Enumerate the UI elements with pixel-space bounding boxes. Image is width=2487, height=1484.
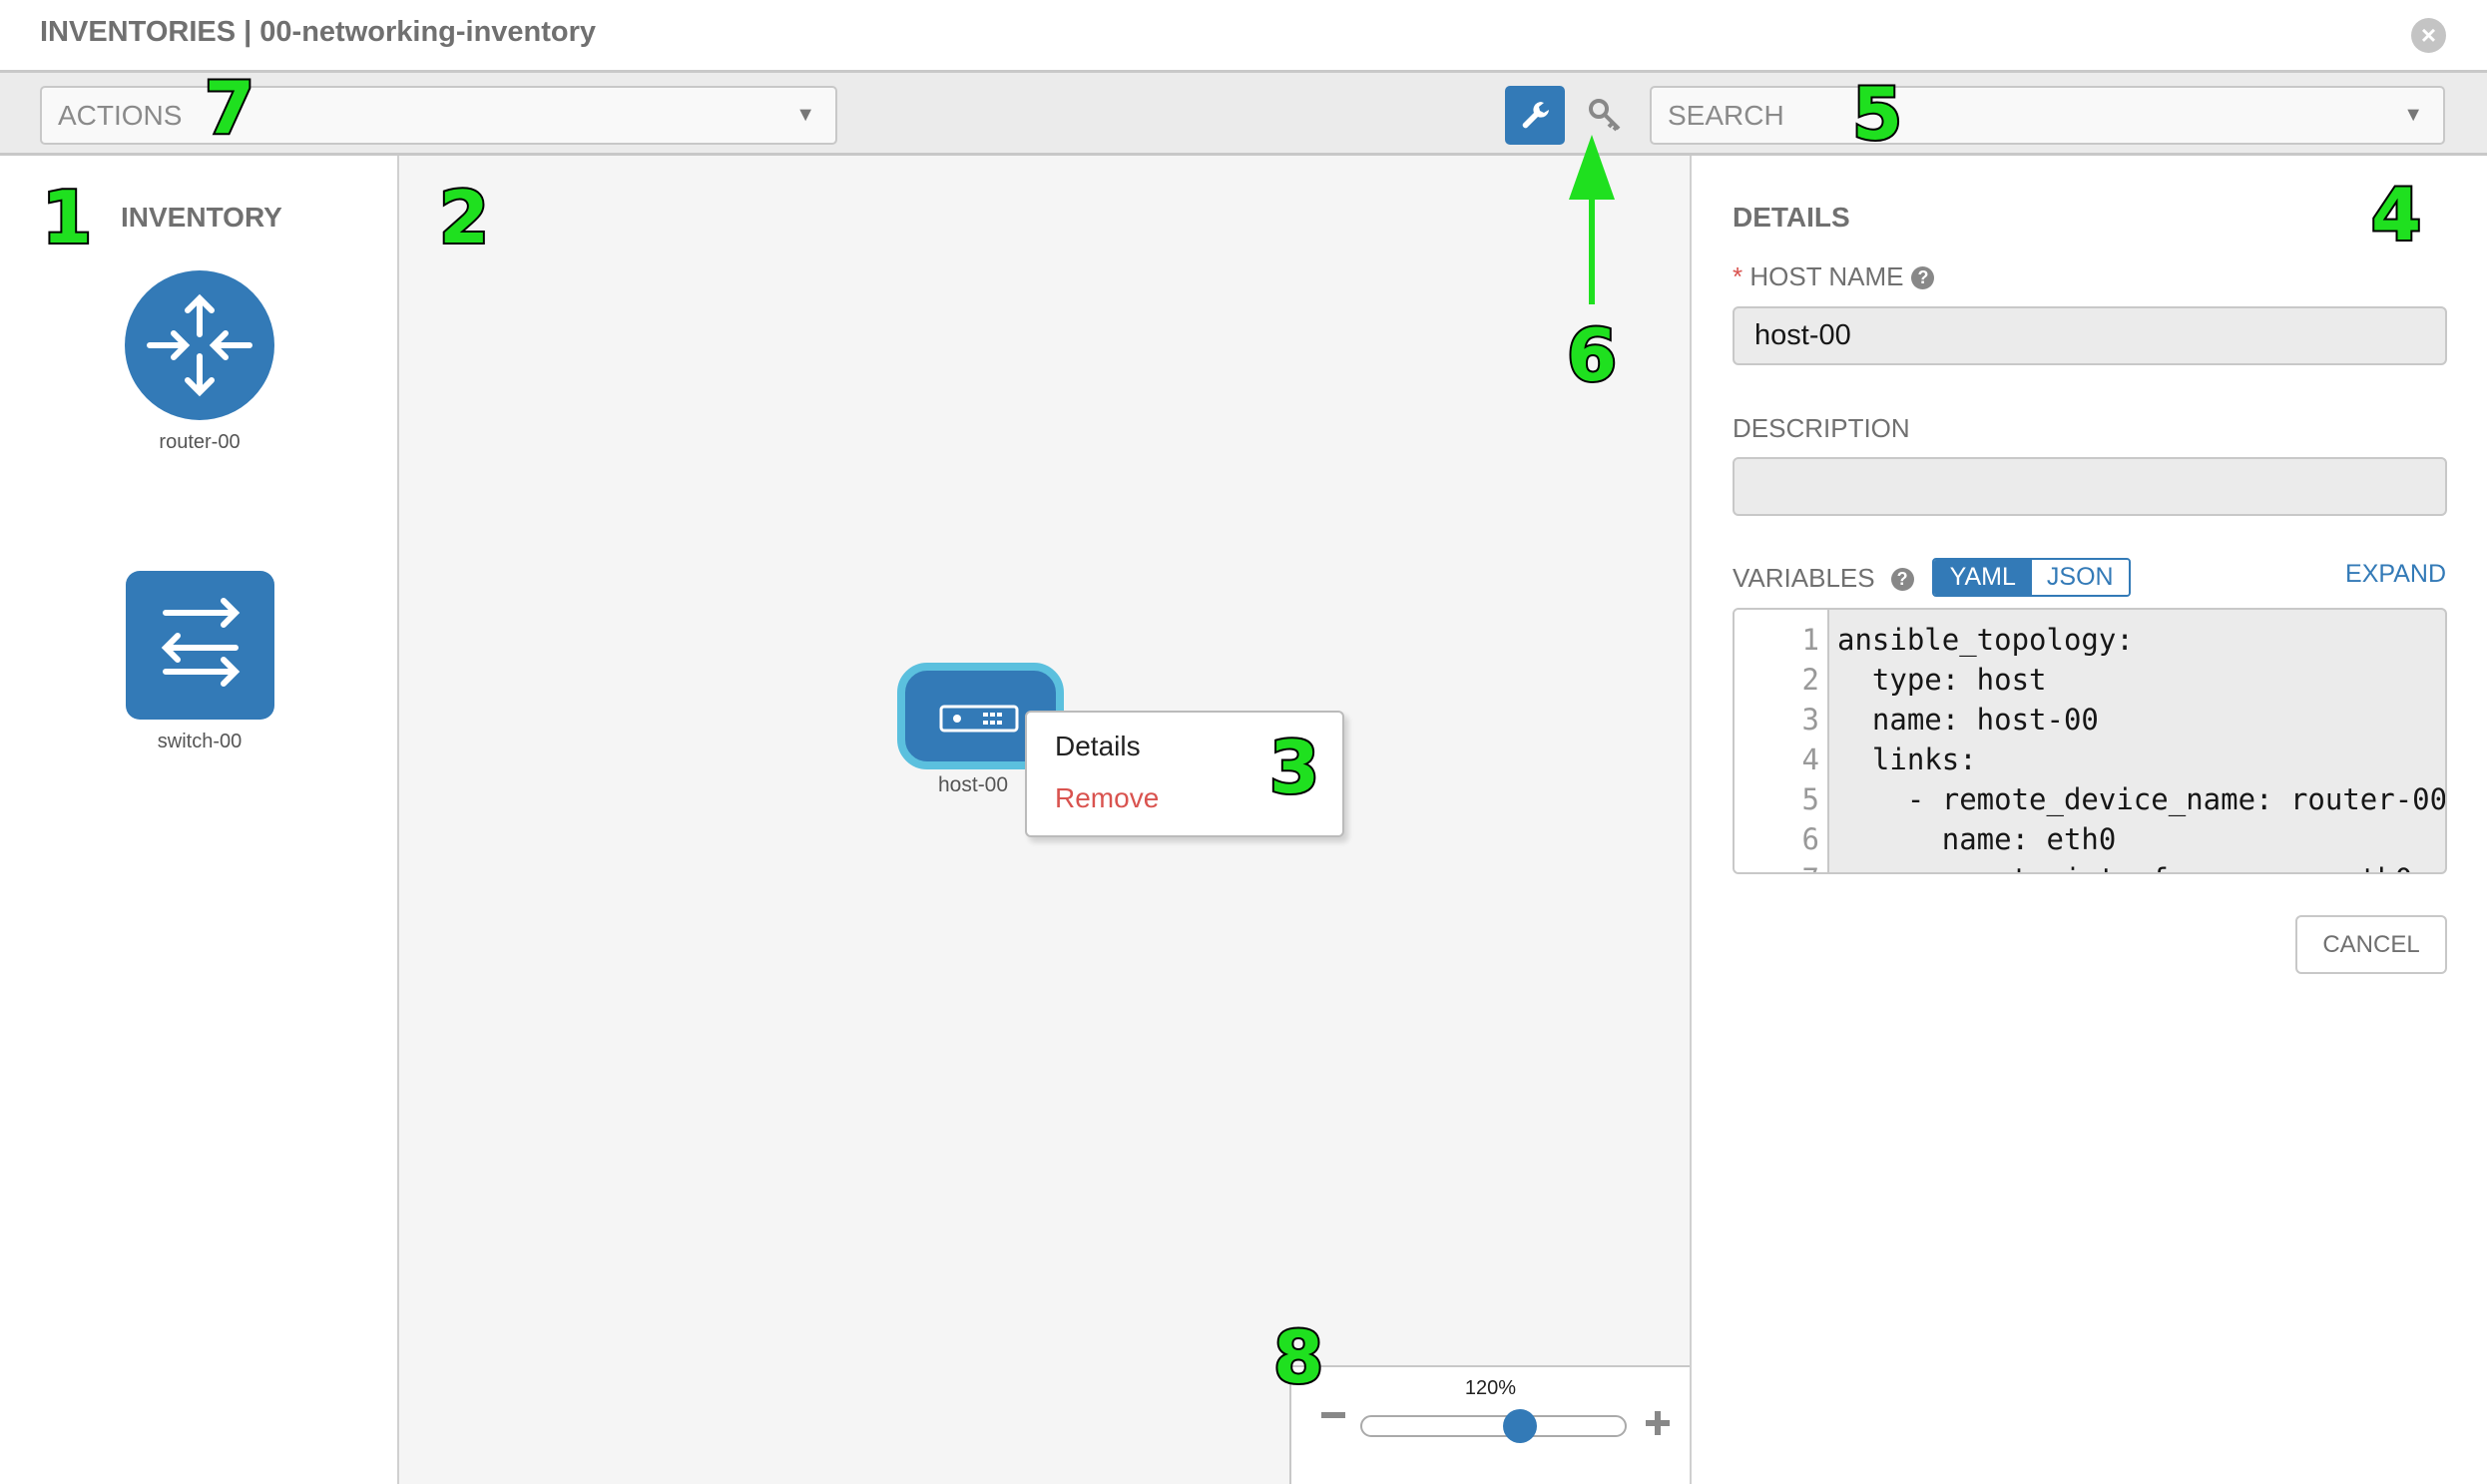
switch-label: switch-00 — [157, 731, 243, 752]
line-number: 6 — [1801, 822, 1819, 856]
menu-item-remove[interactable]: Remove — [1055, 782, 1160, 813]
variables-editor[interactable]: 1 2 3 4 5 6 7 ansible_topology: type: host name… — [1733, 608, 2447, 874]
annotation-7: 7 — [203, 66, 256, 150]
host-name-label-text: HOST NAME — [1749, 261, 1904, 291]
zoom-slider[interactable] — [1360, 1415, 1627, 1437]
inventory-heading: INVENTORY — [121, 202, 282, 233]
inventory-panel: INVENTORY router-00 switch-00 — [0, 156, 399, 1484]
annotation-6: 6 — [1565, 313, 1619, 397]
code-line: ansible_topology: — [1837, 623, 2134, 657]
zoom-in-icon[interactable] — [1646, 1411, 1670, 1435]
details-panel: DETAILS * HOST NAME? host-00 DESCRIPTION… — [1690, 156, 2487, 1484]
annotation-1: 1 — [40, 176, 94, 259]
title-bar: INVENTORIES | 00-networking-inventory × — [0, 0, 2487, 73]
host-icon — [939, 705, 1019, 733]
expand-link[interactable]: EXPAND — [2345, 560, 2446, 588]
caret-down-icon: ▼ — [795, 104, 815, 126]
annotation-2: 2 — [437, 176, 491, 259]
zoom-slider-thumb[interactable] — [1503, 1409, 1538, 1443]
arrow-annotation-icon — [1569, 135, 1615, 304]
line-number: 7 — [1735, 861, 1819, 872]
description-label: DESCRIPTION — [1733, 413, 1910, 443]
host-name-input[interactable]: host-00 — [1733, 306, 2447, 365]
code-line: type: host — [1837, 663, 2047, 697]
json-tab[interactable]: JSON — [2031, 560, 2129, 595]
search-dropdown[interactable]: SEARCH ▼ — [1650, 86, 2445, 145]
cancel-button[interactable]: CANCEL — [2295, 915, 2447, 974]
line-gutter: 1 2 3 4 5 6 7 — [1735, 610, 1829, 872]
router-label: router-00 — [159, 431, 241, 453]
line-number: 5 — [1801, 782, 1819, 816]
toolbar: ACTIONS ▼ SEARCH ▼ — [0, 73, 2487, 156]
required-mark: * — [1733, 261, 1743, 291]
zoom-level: 120% — [1464, 1377, 1517, 1399]
code-line: name: host-00 — [1837, 703, 2099, 737]
actions-label: ACTIONS — [58, 100, 183, 131]
description-input[interactable] — [1733, 457, 2447, 516]
menu-item-details[interactable]: Details — [1055, 731, 1141, 761]
line-number: 1 — [1801, 623, 1819, 657]
page-title: INVENTORIES | 00-networking-inventory — [40, 16, 597, 48]
variables-label-text: VARIABLES — [1733, 563, 1875, 593]
key-icon[interactable] — [1587, 97, 1623, 133]
switch-icon — [161, 598, 241, 687]
variables-label: VARIABLES? — [1733, 563, 1914, 594]
wrench-button[interactable] — [1505, 86, 1565, 145]
context-menu: Details Remove — [1025, 711, 1344, 837]
yaml-tab[interactable]: YAML — [1934, 560, 2032, 595]
host-label: host-00 — [938, 773, 1009, 796]
line-number: 2 — [1801, 663, 1819, 697]
annotation-5: 5 — [1850, 72, 1904, 156]
line-number: 3 — [1801, 703, 1819, 737]
help-icon[interactable]: ? — [1890, 568, 1914, 591]
details-heading: DETAILS — [1733, 202, 1850, 233]
annotation-4: 4 — [2369, 173, 2423, 256]
annotation-3: 3 — [1267, 726, 1321, 809]
router-item[interactable] — [125, 270, 274, 420]
router-icon — [147, 293, 252, 397]
line-number: 4 — [1801, 742, 1819, 776]
caret-down-icon: ▼ — [2403, 104, 2423, 126]
code-line: remote_interface_name: eth0 — [1837, 861, 2412, 872]
zoom-widget: 120% — [1289, 1365, 1690, 1484]
actions-dropdown[interactable]: ACTIONS ▼ — [40, 86, 837, 145]
format-toggle: YAML JSON — [1932, 558, 2131, 597]
code-line: links: — [1837, 742, 1977, 776]
help-icon[interactable]: ? — [1911, 266, 1935, 289]
code-line: name: eth0 — [1837, 822, 2117, 856]
switch-item[interactable] — [126, 571, 274, 720]
wrench-icon — [1522, 102, 1549, 129]
annotation-8: 8 — [1271, 1315, 1325, 1399]
search-label: SEARCH — [1668, 100, 1784, 131]
close-icon[interactable]: × — [2411, 18, 2446, 53]
host-name-label: * HOST NAME? — [1733, 261, 1935, 292]
code-line: - remote_device_name: router-00 — [1837, 782, 2447, 816]
zoom-out-icon[interactable] — [1321, 1412, 1345, 1418]
